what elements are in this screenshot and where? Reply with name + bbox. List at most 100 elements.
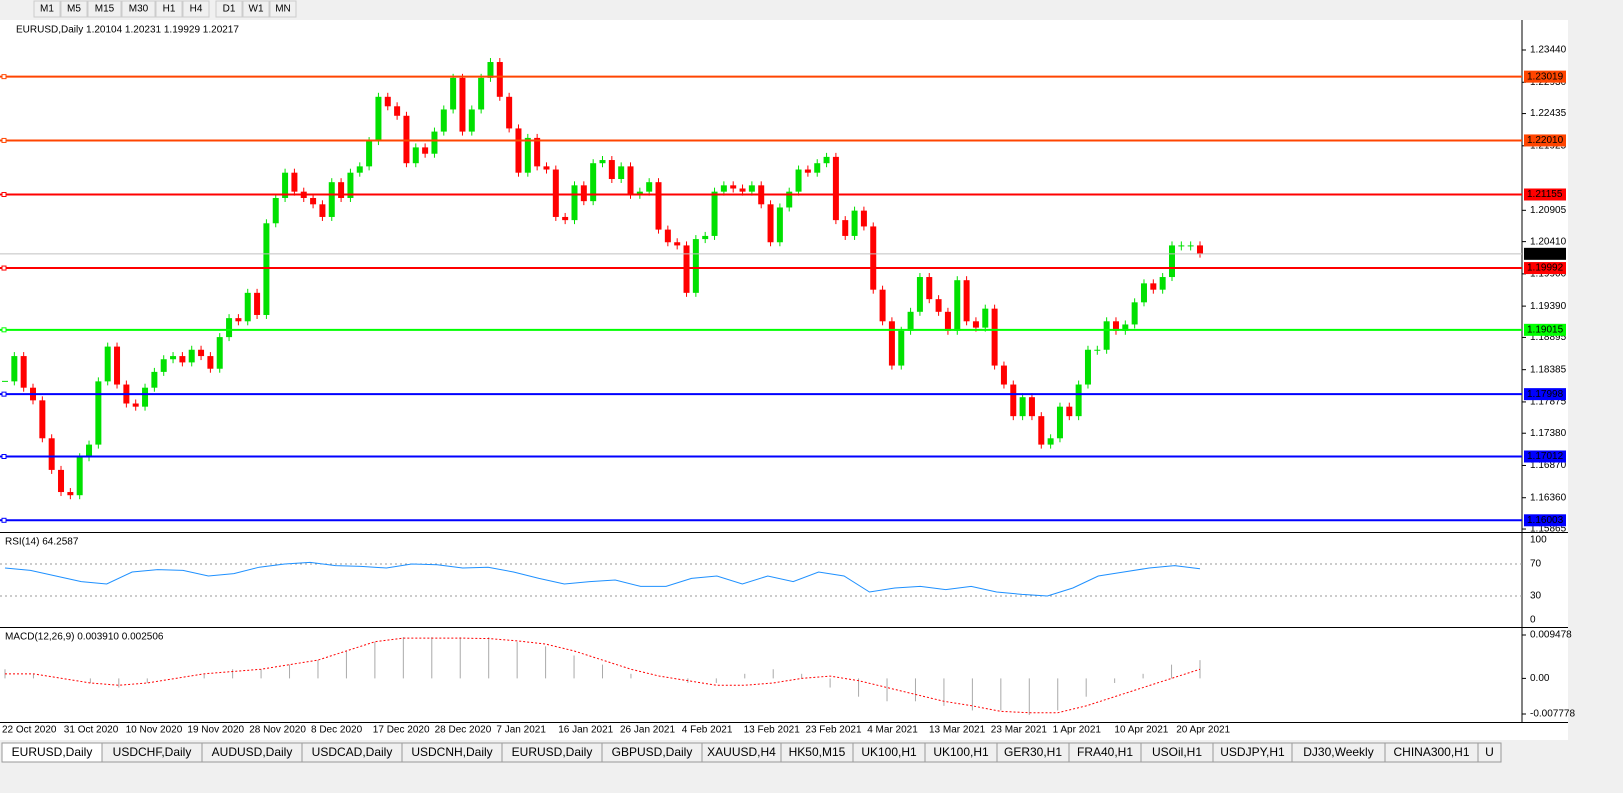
timeframe-button[interactable] <box>215 0 243 18</box>
candle <box>20 356 27 388</box>
candle <box>963 280 970 322</box>
candle <box>450 77 457 110</box>
tab-label[interactable]: HK50,M15 <box>789 745 846 759</box>
candle <box>272 197 279 224</box>
candle <box>235 318 242 322</box>
tab-label[interactable]: FRA40,H1 <box>1077 745 1133 759</box>
timeframe-label[interactable]: W1 <box>249 4 264 15</box>
candle <box>11 356 18 382</box>
timeframe-label[interactable]: M30 <box>129 4 149 15</box>
timeframe-label[interactable]: M1 <box>40 4 54 15</box>
tab-label[interactable]: USOil,H1 <box>1152 745 1202 759</box>
candle <box>506 96 513 129</box>
candle <box>1066 406 1073 417</box>
level-label-box <box>1524 450 1566 463</box>
timeframe-button[interactable] <box>242 0 270 18</box>
candle <box>935 299 942 312</box>
candle <box>1150 283 1157 290</box>
candle <box>804 169 811 173</box>
candle <box>1112 321 1119 331</box>
price-tick-label: 1.17875 <box>1530 397 1567 408</box>
level-handle <box>1 192 7 198</box>
current-price-label: 1.20217 <box>1527 248 1564 259</box>
timeframe-button[interactable] <box>182 0 210 18</box>
timeframe-label[interactable]: M5 <box>67 4 81 15</box>
level-label: 1.22010 <box>1527 135 1564 146</box>
candle <box>515 128 522 173</box>
tab-label[interactable]: EURUSD,Daily <box>512 745 593 759</box>
candle <box>188 349 195 363</box>
macd-tick-label: 0.009478 <box>1530 630 1572 641</box>
candle <box>347 172 354 198</box>
candle <box>366 141 373 167</box>
tab-label[interactable]: GBPUSD,Daily <box>612 745 693 759</box>
tab-label[interactable]: USDCHF,Daily <box>113 745 192 759</box>
candle <box>244 292 251 322</box>
timeframe-label[interactable]: D1 <box>223 4 236 15</box>
candle <box>1028 397 1035 417</box>
tab-label[interactable]: AUDUSD,Daily <box>212 745 293 759</box>
price-tick-label: 1.20410 <box>1530 236 1567 247</box>
candle <box>954 280 961 331</box>
tab-label[interactable]: EURUSD,Daily <box>12 745 93 759</box>
candle <box>655 182 662 230</box>
candle <box>291 172 298 192</box>
tab-label[interactable]: USDCNH,Daily <box>411 745 492 759</box>
candle <box>1122 324 1129 331</box>
candle <box>879 289 886 322</box>
candle <box>104 346 111 382</box>
timeframe-button[interactable] <box>155 0 183 18</box>
time-label: 26 Jan 2021 <box>620 725 675 736</box>
candle <box>786 191 793 208</box>
tab-label[interactable]: CHINA300,H1 <box>1393 745 1469 759</box>
candle <box>1056 406 1063 439</box>
candle <box>468 109 475 132</box>
timeframe-label[interactable]: M15 <box>95 4 115 15</box>
tab-label[interactable]: XAUUSD,H4 <box>707 745 776 759</box>
timeframe-button[interactable] <box>33 0 61 18</box>
candle <box>580 185 587 202</box>
candle <box>618 166 625 180</box>
candle <box>1047 438 1054 445</box>
timeframe-label[interactable]: H1 <box>163 4 176 15</box>
level-label: 1.16003 <box>1527 515 1564 526</box>
rsi-tick-label: 100 <box>1530 535 1547 546</box>
candle <box>375 96 382 142</box>
tab-label[interactable]: USDCAD,Daily <box>312 745 393 759</box>
tab[interactable] <box>1477 742 1502 763</box>
candle <box>692 239 699 293</box>
candle <box>664 229 671 243</box>
candle <box>1178 245 1185 247</box>
candle <box>459 77 466 132</box>
tab-label[interactable]: GER30,H1 <box>1004 745 1062 759</box>
candle <box>646 182 653 192</box>
tab-label[interactable]: DJ30,Weekly <box>1303 745 1373 759</box>
candle <box>198 349 205 357</box>
candle <box>832 156 839 221</box>
candle <box>440 109 447 132</box>
candle <box>384 96 391 107</box>
candle <box>1103 321 1110 350</box>
time-label: 22 Oct 2020 <box>2 725 57 736</box>
timeframe-label[interactable]: H4 <box>190 4 203 15</box>
tab-label[interactable]: UK100,H1 <box>933 745 989 759</box>
rsi-tick-label: 30 <box>1530 591 1542 602</box>
toolbar <box>0 0 1623 18</box>
timeframe-button[interactable] <box>87 0 122 18</box>
candle <box>1019 397 1026 417</box>
tab-label[interactable]: U <box>1485 745 1494 759</box>
time-label: 13 Feb 2021 <box>744 725 801 736</box>
timeframe-label[interactable]: MN <box>275 4 291 15</box>
timeframe-button[interactable] <box>269 0 297 18</box>
time-label: 23 Feb 2021 <box>805 725 862 736</box>
candle <box>674 242 681 246</box>
timeframe-button[interactable] <box>60 0 88 18</box>
level-handle <box>1 391 7 397</box>
candle <box>907 311 914 331</box>
candle <box>1159 277 1166 290</box>
candle <box>776 207 783 243</box>
tab-label[interactable]: UK100,H1 <box>861 745 917 759</box>
level-label-box <box>1524 70 1566 83</box>
timeframe-button[interactable] <box>121 0 156 18</box>
tab-label[interactable]: USDJPY,H1 <box>1220 745 1285 759</box>
